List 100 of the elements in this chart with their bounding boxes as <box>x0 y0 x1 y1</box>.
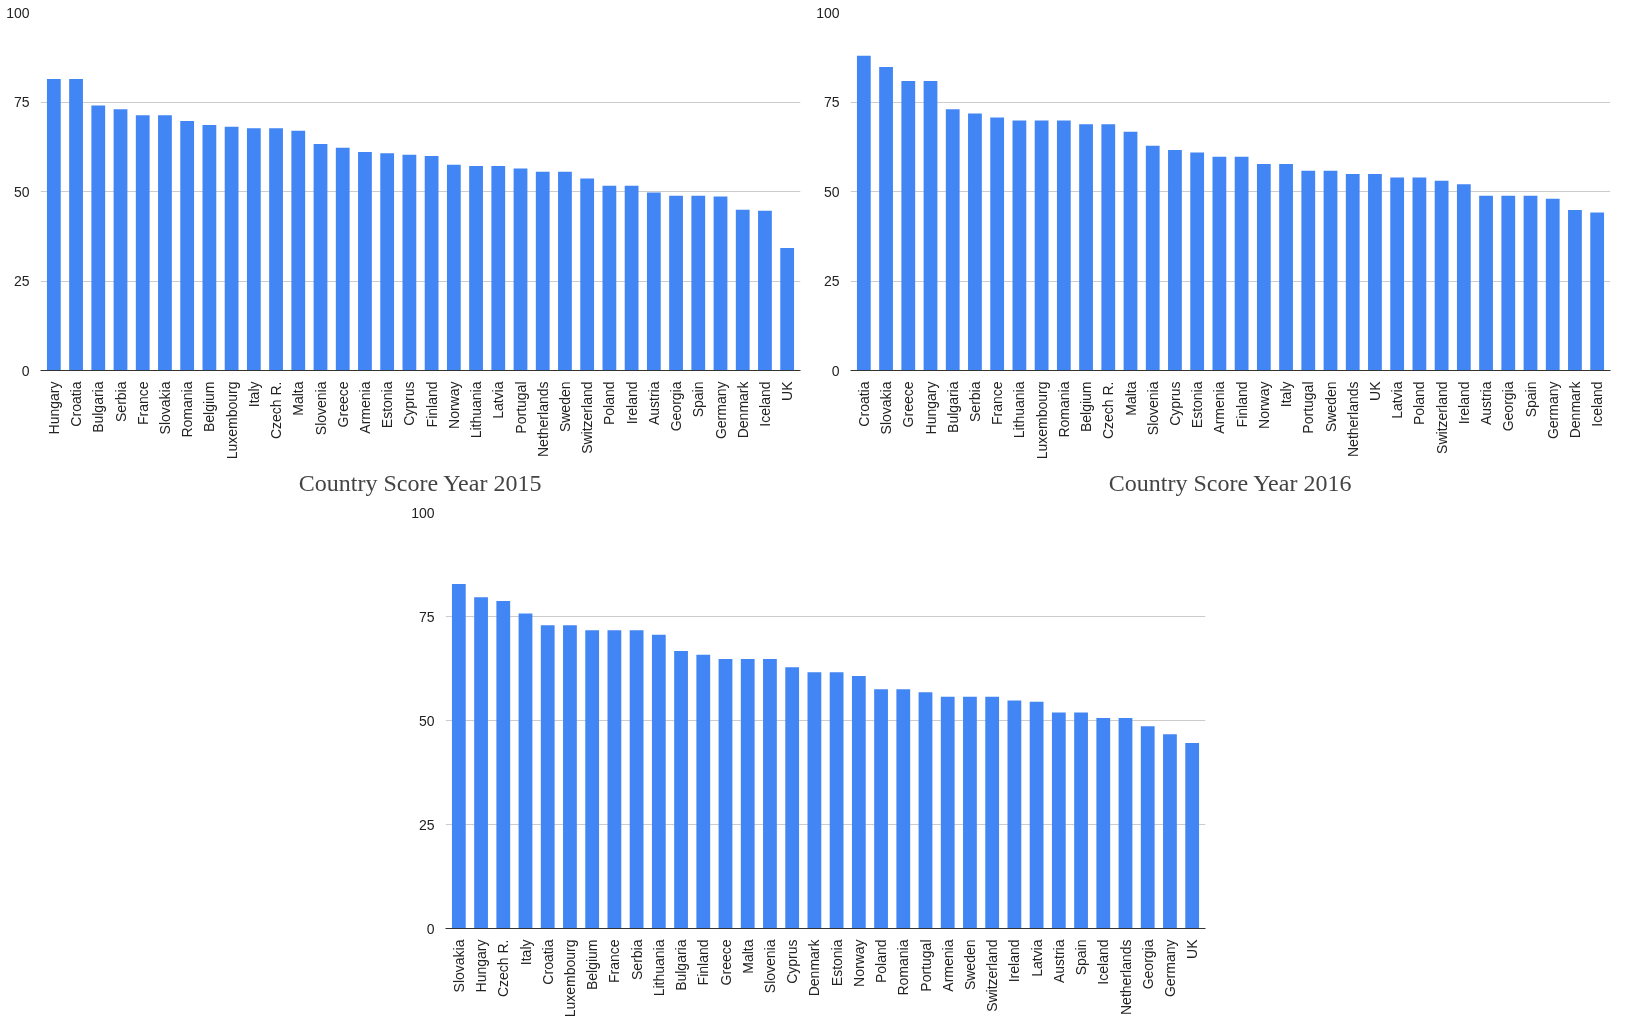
x-tick-label: Cyprus <box>401 381 418 426</box>
x-tick-label: Slovakia <box>450 939 467 993</box>
x-tick-label: Greece <box>717 939 734 986</box>
x-tick-label: Bulgaria <box>944 381 961 433</box>
x-tick-label: Latvia <box>490 381 507 419</box>
bar <box>1096 718 1111 929</box>
bar <box>856 55 871 371</box>
bar <box>402 154 417 371</box>
bar <box>718 658 733 929</box>
bar <box>713 196 728 371</box>
y-tick-label: 75 <box>13 94 30 110</box>
x-tick-label: Netherlands <box>1344 381 1361 457</box>
bar <box>474 597 488 929</box>
bar <box>691 195 706 371</box>
x-tick-label: Austria <box>1478 381 1495 426</box>
x-tick-label: Malta <box>290 381 307 416</box>
y-tick-label: 0 <box>426 920 435 937</box>
bar <box>69 79 83 371</box>
x-tick-label: Georgia <box>668 381 685 432</box>
x-tick-label: Armenia <box>356 381 373 434</box>
x-tick-label: Bulgaria <box>90 381 107 433</box>
bar <box>1434 180 1449 371</box>
x-tick-label: Switzerland <box>1433 381 1450 454</box>
x-tick-label: Denmark <box>734 380 751 439</box>
x-tick-label: Portugal <box>1300 381 1317 434</box>
bar <box>896 689 911 929</box>
bar <box>1590 212 1605 371</box>
bar <box>1501 195 1516 371</box>
bar <box>1185 742 1200 929</box>
x-tick-label: Finland <box>1233 381 1250 428</box>
x-tick-label: Serbia <box>112 381 129 422</box>
x-tick-label: Germany <box>1161 939 1178 998</box>
bar <box>1523 195 1538 371</box>
bar <box>1390 177 1405 371</box>
x-tick-label: Luxembourg <box>561 939 578 1018</box>
x-tick-label: Spain <box>1073 939 1090 976</box>
bar <box>879 66 893 371</box>
x-tick-label: Georgia <box>1500 381 1517 432</box>
y-tick-label: 0 <box>831 362 840 379</box>
bar <box>945 109 960 371</box>
bar <box>1007 700 1022 929</box>
text: Country Score Year 2016 <box>1108 469 1352 496</box>
x-tick-label: Iceland <box>1095 939 1112 985</box>
bar <box>807 672 822 929</box>
bar <box>923 80 938 371</box>
x-tick-label: France <box>606 939 623 984</box>
x-tick-label: Czech R. <box>268 381 285 440</box>
y-tick-label: 100 <box>6 4 30 21</box>
x-tick-label: Slovakia <box>878 381 895 435</box>
bar <box>829 672 844 929</box>
x-tick-label: Switzerland <box>579 381 596 454</box>
bar <box>735 209 750 371</box>
y-tick-label: 50 <box>418 712 435 729</box>
bar <box>646 192 661 371</box>
x-tick-label: France <box>989 381 1006 426</box>
bar <box>851 675 866 929</box>
bar <box>518 613 533 929</box>
bar <box>540 625 555 929</box>
bar <box>113 109 128 371</box>
bar <box>246 128 261 371</box>
y-tick-label: 25 <box>418 816 435 833</box>
x-tick-label: Ireland <box>1455 381 1472 425</box>
bar <box>1029 701 1044 929</box>
x-tick-label: UK <box>779 380 796 401</box>
bar <box>1140 726 1155 929</box>
x-tick-label: Norway <box>445 381 462 429</box>
x-tick-label: Poland <box>1411 381 1428 426</box>
bar <box>158 115 172 371</box>
x-tick-label: Bulgaria <box>673 939 690 991</box>
bar <box>535 171 550 371</box>
x-tick-label: Portugal <box>917 939 934 992</box>
y-tick-label: 100 <box>816 4 840 21</box>
x-tick-label: Cyprus <box>784 939 801 984</box>
bar <box>1074 712 1088 929</box>
x-tick-label: France <box>134 381 151 426</box>
x-tick-label: Ireland <box>1006 939 1023 983</box>
x-tick-label: Hungary <box>45 381 62 435</box>
bar <box>1323 170 1338 371</box>
bar <box>1412 177 1427 371</box>
bar <box>901 80 916 371</box>
bar <box>963 696 977 929</box>
bar <box>629 630 644 929</box>
bar <box>990 117 1005 371</box>
x-tick-label: Greece <box>900 381 917 428</box>
bar <box>1545 198 1560 371</box>
x-tick-label: Italy <box>1278 381 1295 408</box>
bar <box>424 156 439 371</box>
bar <box>1163 734 1177 929</box>
bar <box>940 696 955 929</box>
x-tick-label: Poland <box>601 381 618 426</box>
x-tick-label: Armenia <box>939 939 956 992</box>
x-tick-label: Iceland <box>1589 381 1606 427</box>
bar <box>496 601 511 929</box>
x-tick-label: Hungary <box>922 381 939 435</box>
bar <box>602 185 617 371</box>
x-tick-label: Netherlands <box>534 381 551 457</box>
x-tick-label: Slovenia <box>1144 381 1161 436</box>
bar <box>1012 120 1027 371</box>
x-tick-label: Cyprus <box>1166 381 1183 426</box>
x-tick-label: Romania <box>1055 381 1072 438</box>
